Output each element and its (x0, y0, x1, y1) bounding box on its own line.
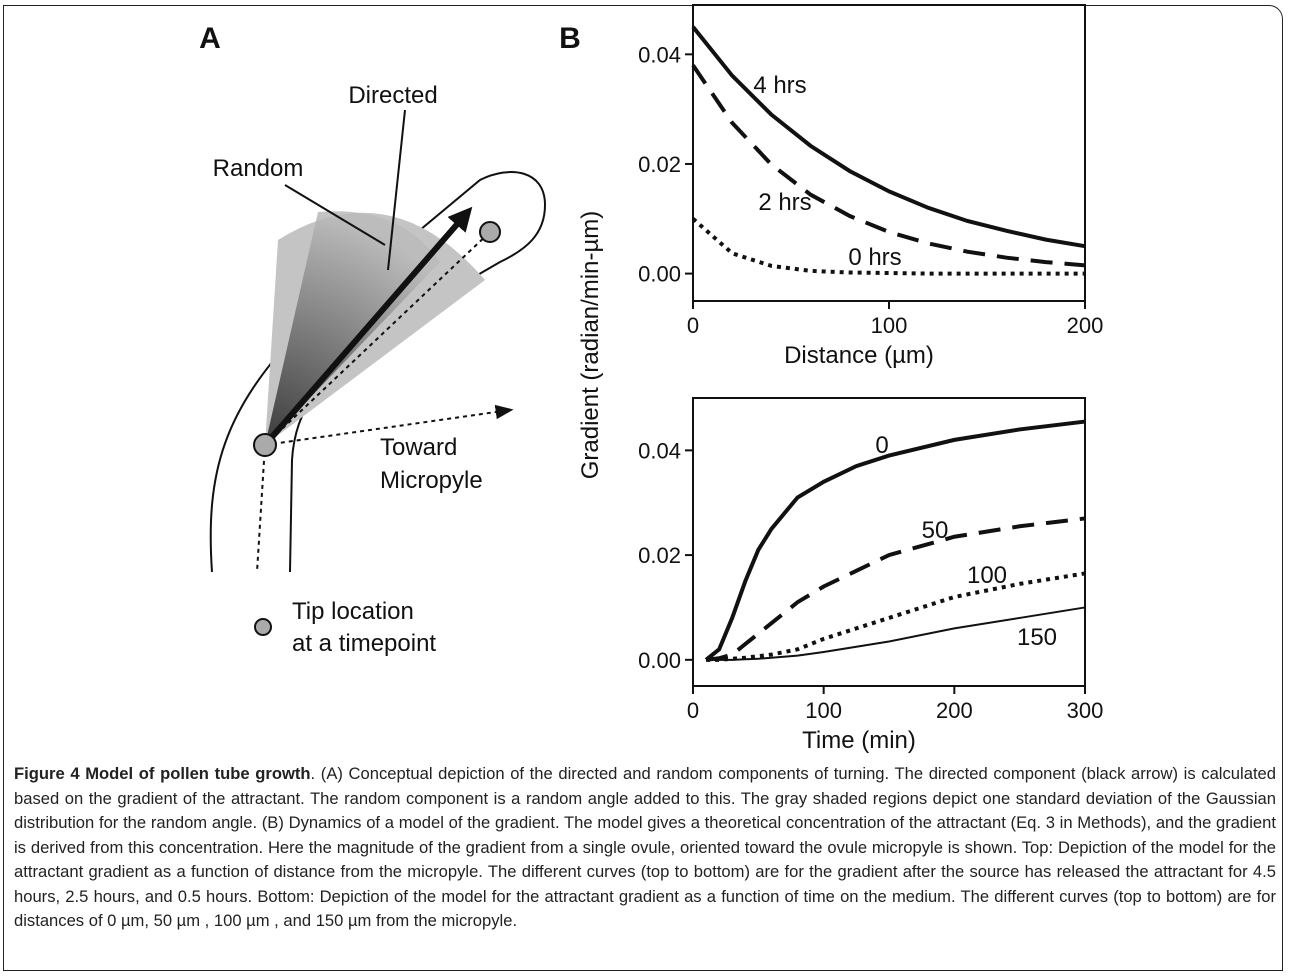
y-tick-label: 0.00 (638, 648, 681, 673)
x-axis-label: Time (min) (802, 727, 916, 754)
series-line (706, 606, 1086, 661)
panel-label: A (199, 22, 221, 55)
label: Toward (380, 434, 457, 461)
label: Micropyle (380, 467, 483, 494)
y-tick-label: 0.02 (638, 152, 681, 177)
micropyle-arrow (264, 404, 514, 446)
x-tick-label: 200 (1067, 313, 1104, 338)
caption-title: Figure 4 Model of pollen tube growth (14, 764, 311, 783)
caption-text: . (A) Conceptual depiction of the direct… (14, 764, 1277, 930)
figure: A Directed Random Toward Micropyle Tip l… (199, 4, 1104, 754)
series-line (691, 217, 1085, 276)
series-label: 2 hrs (758, 189, 811, 216)
x-tick-label: 0 (687, 698, 699, 723)
x-tick-label: 100 (805, 698, 842, 723)
series-line (691, 64, 1086, 268)
y-tick-label: 0.04 (638, 438, 681, 463)
y-tick-label: 0.00 (638, 262, 681, 287)
y-tick-label: 0.02 (638, 543, 681, 568)
label: Directed (348, 82, 437, 109)
series-label: 0 (875, 432, 888, 459)
tip-circle (479, 221, 501, 243)
pointer-line (387, 109, 406, 271)
pointer-line (284, 184, 386, 246)
x-tick-label: 300 (1067, 698, 1104, 723)
x-tick-label: 0 (687, 313, 699, 338)
label: Random (213, 155, 304, 182)
series-label: 0 hrs (848, 244, 901, 271)
plot-frame (692, 397, 1086, 687)
y-axis-label: Gradient (radian/min-µm) (577, 211, 604, 480)
series-line (705, 516, 1086, 662)
panel-a: A Directed Random Toward Micropyle Tip l… (199, 22, 547, 657)
series-label: 100 (967, 562, 1007, 589)
series-label: 4 hrs (753, 72, 806, 99)
dotted-path (264, 231, 491, 446)
x-axis-label: Distance (µm) (784, 342, 934, 369)
x-tick-label: 100 (871, 313, 908, 338)
series-line (704, 419, 1086, 662)
label: Tip location (292, 598, 414, 625)
series-line (706, 571, 1086, 662)
tip-circle (253, 433, 277, 457)
series-label: 150 (1017, 624, 1057, 651)
label: at a timepoint (292, 630, 436, 657)
legend-circle (254, 618, 272, 636)
y-tick-label: 0.04 (638, 42, 681, 67)
figure-frame (3, 5, 1283, 971)
series-line (691, 25, 1086, 249)
dotted-path (256, 444, 266, 573)
caption: Figure 4 Model of pollen tube growth. (A… (14, 762, 1276, 934)
random-cone-inner (265, 211, 440, 445)
series-label: 50 (922, 517, 949, 544)
panel-label: B (559, 22, 581, 55)
x-tick-label: 200 (936, 698, 973, 723)
directed-arrow (262, 206, 473, 447)
